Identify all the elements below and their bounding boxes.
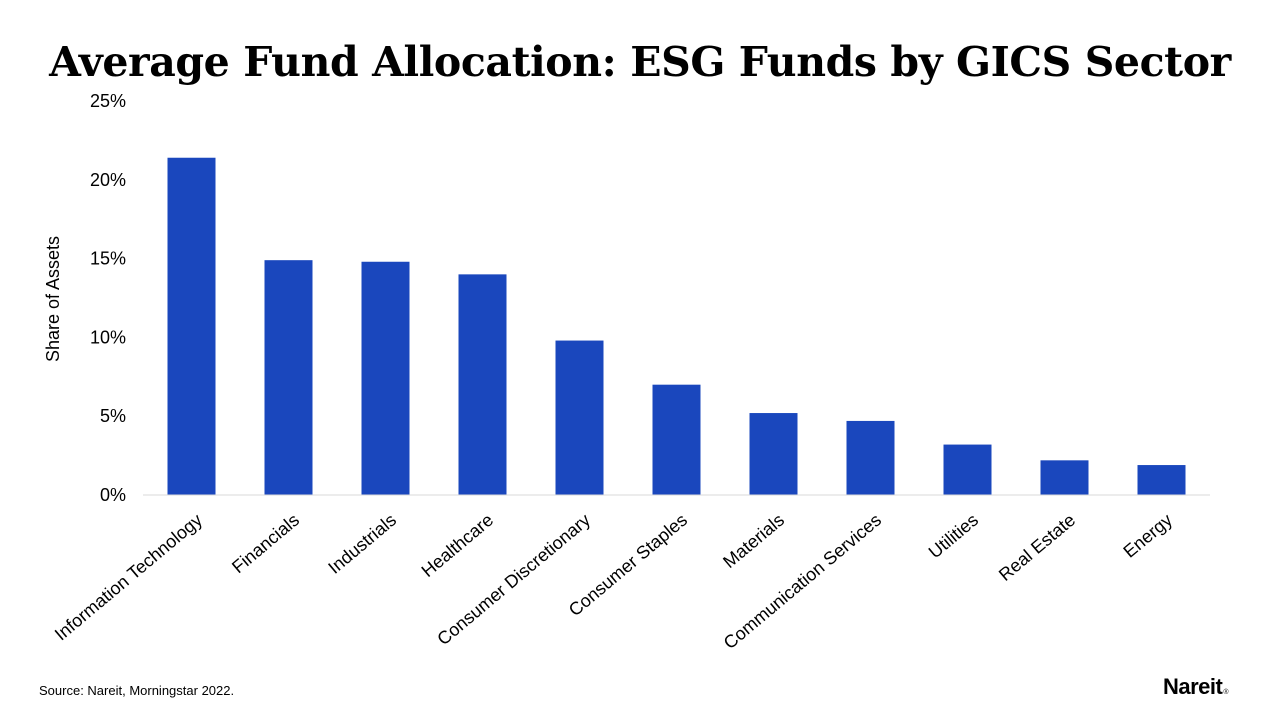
nareit-logo: Nareit® xyxy=(1163,674,1228,700)
logo-text: Nareit xyxy=(1163,674,1223,699)
source-note: Source: Nareit, Morningstar 2022. xyxy=(39,683,235,698)
registered-mark: ® xyxy=(1223,689,1229,696)
bar xyxy=(1040,460,1089,495)
bar xyxy=(652,384,701,495)
x-category-label: Consumer Discretionary xyxy=(433,510,594,649)
x-category-label: Energy xyxy=(1120,510,1177,562)
bar xyxy=(167,157,216,495)
chart-title: Average Fund Allocation: ESG Funds by GI… xyxy=(49,38,1231,86)
y-axis-title-group: Share of Assets xyxy=(43,236,63,362)
x-category-label: Industrials xyxy=(324,510,400,578)
y-tick-labels: 0% 5% 10% 15% 20% 25% xyxy=(90,91,126,505)
x-category-label: Information Technology xyxy=(51,510,206,645)
x-category-label: Communication Services xyxy=(720,510,885,653)
y-tick-label: 15% xyxy=(90,249,126,269)
bar xyxy=(943,444,992,495)
y-axis-title: Share of Assets xyxy=(43,236,63,362)
bars xyxy=(167,157,1186,495)
x-category-labels: Information Technology Financials Industri… xyxy=(51,510,1176,653)
y-tick-label: 25% xyxy=(90,91,126,111)
bar xyxy=(264,260,313,495)
x-category-label: Healthcare xyxy=(418,510,498,581)
y-tick-label: 10% xyxy=(90,327,126,347)
bar xyxy=(749,413,798,495)
x-category-label: Materials xyxy=(719,510,788,572)
bar xyxy=(555,340,604,495)
bar xyxy=(458,274,507,495)
x-category-label: Financials xyxy=(228,510,303,577)
y-tick-label: 20% xyxy=(90,170,126,190)
bar xyxy=(1137,465,1186,495)
x-category-label: Utilities xyxy=(925,510,982,563)
bar xyxy=(846,420,895,495)
x-category-label: Real Estate xyxy=(995,510,1079,585)
bar xyxy=(361,261,410,495)
y-tick-label: 0% xyxy=(100,485,126,505)
y-tick-label: 5% xyxy=(100,406,126,426)
